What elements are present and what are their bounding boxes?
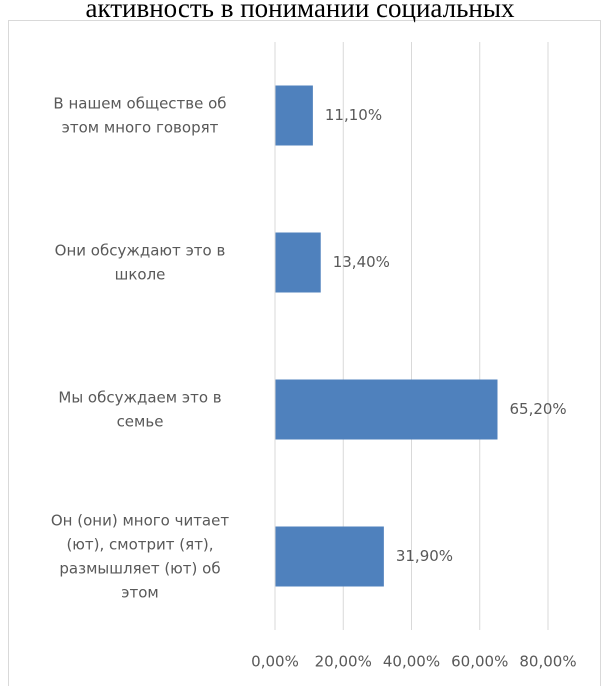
x-tick-label: 60,00% [451,653,508,671]
chart-title: активность в понимании социальных [85,0,515,23]
category-label: Мы обсуждаем это в семье [58,388,221,430]
x-tick-label: 20,00% [315,653,372,671]
category-label: Он (они) много читает (ют), смотрит (ят),… [51,511,229,601]
value-label: 11,10% [325,106,382,124]
category-label: В нашем обществе об этом много говорят [53,94,226,136]
x-tick-label: 80,00% [519,653,576,671]
category-label: Они обсуждают это в школе [55,241,226,283]
x-tick-label: 0,00% [251,653,299,671]
bar [275,232,321,293]
bar [275,526,384,587]
bar [275,85,313,146]
value-label: 13,40% [333,253,390,271]
x-tick-label: 40,00% [383,653,440,671]
bar [275,379,498,440]
value-label: 65,20% [509,400,566,418]
title-band [0,0,609,20]
value-label: 31,90% [396,547,453,565]
